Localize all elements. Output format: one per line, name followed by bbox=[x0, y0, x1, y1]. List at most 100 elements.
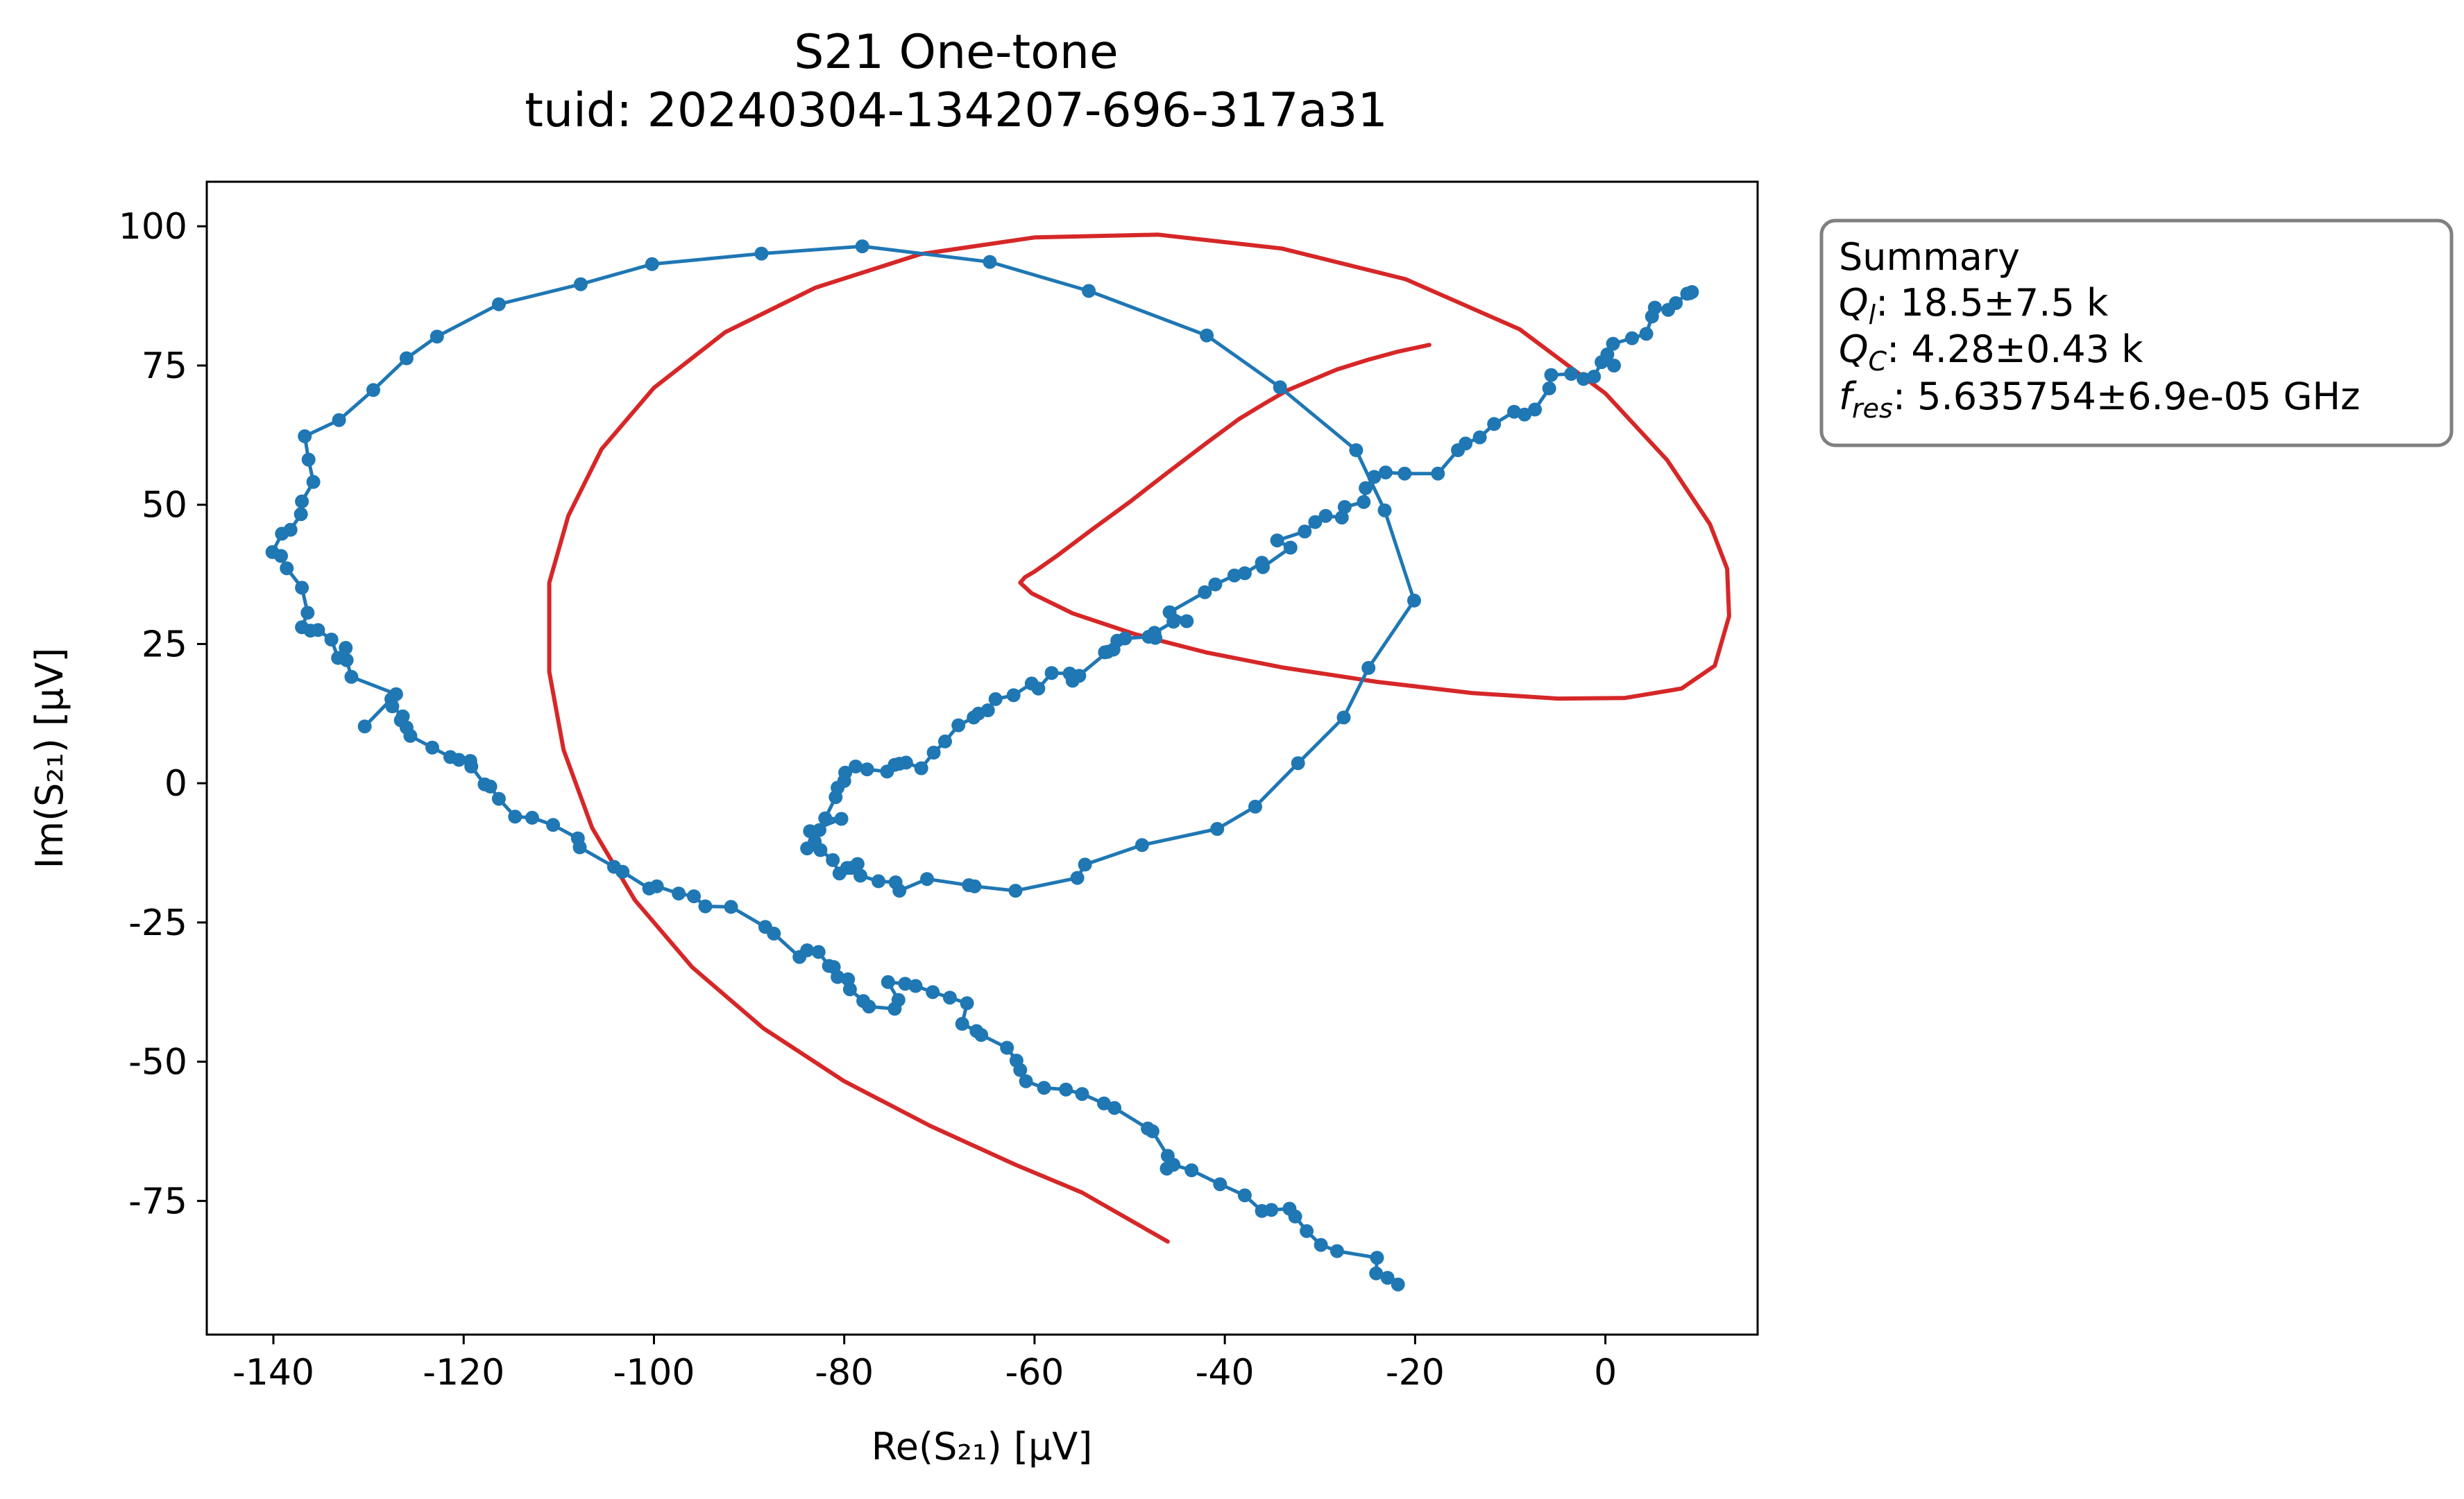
data-point bbox=[366, 383, 380, 397]
data-point bbox=[980, 703, 995, 717]
data-point bbox=[1459, 436, 1473, 451]
data-point bbox=[1180, 614, 1194, 628]
data-point bbox=[920, 872, 934, 886]
data-point bbox=[914, 761, 928, 776]
x-tick-label: -60 bbox=[1005, 1352, 1064, 1394]
data-point bbox=[1141, 1121, 1155, 1136]
data-point bbox=[808, 834, 822, 849]
data-point bbox=[872, 874, 885, 889]
y-tick-label: 75 bbox=[142, 345, 187, 387]
data-point bbox=[853, 868, 867, 883]
data-point bbox=[1407, 593, 1421, 608]
data-point bbox=[301, 452, 316, 467]
data-point bbox=[1255, 1204, 1269, 1218]
ql-symbol: Q bbox=[1839, 281, 1869, 325]
data-point bbox=[491, 297, 506, 311]
y-tick-label: 25 bbox=[142, 624, 187, 665]
data-point bbox=[838, 765, 853, 780]
data-point bbox=[1334, 511, 1349, 525]
data-point bbox=[938, 734, 952, 748]
data-point bbox=[1337, 499, 1352, 514]
data-point bbox=[1542, 381, 1556, 395]
data-point bbox=[960, 996, 974, 1011]
data-point bbox=[1107, 1101, 1122, 1115]
data-point bbox=[1308, 515, 1323, 529]
data-point bbox=[855, 239, 869, 254]
data-point bbox=[1606, 336, 1620, 351]
data-point bbox=[955, 1017, 969, 1031]
data-point bbox=[295, 494, 309, 508]
x-tick-label: -120 bbox=[423, 1352, 504, 1394]
data-point bbox=[1059, 1082, 1073, 1097]
chart-subtitle: tuid: 20240304-134207-696-317a31 bbox=[525, 83, 1387, 138]
data-point bbox=[881, 975, 895, 989]
data-point bbox=[849, 760, 863, 773]
data-point bbox=[841, 972, 856, 986]
data-point bbox=[1031, 681, 1046, 696]
data-point bbox=[525, 810, 539, 825]
data-point bbox=[1318, 508, 1333, 523]
data-point bbox=[425, 740, 439, 755]
ql-subscript: l bbox=[1869, 300, 1876, 330]
data-point bbox=[856, 994, 871, 1009]
data-point bbox=[1380, 1271, 1395, 1285]
data-point bbox=[1314, 1237, 1328, 1252]
fres-value: : 5.635754±6.9e-05 GHz bbox=[1893, 375, 2361, 418]
data-point bbox=[1359, 481, 1373, 495]
x-tick-label: -20 bbox=[1386, 1352, 1445, 1394]
data-point bbox=[546, 818, 561, 832]
data-point bbox=[1044, 666, 1059, 680]
data-point bbox=[888, 875, 903, 889]
data-point bbox=[1008, 884, 1023, 898]
data-point bbox=[818, 811, 833, 825]
data-point bbox=[1361, 660, 1376, 675]
qc-value: : 4.28±0.43 k bbox=[1887, 327, 2143, 371]
data-point bbox=[792, 950, 807, 964]
data-point bbox=[306, 474, 321, 489]
data-point bbox=[724, 900, 738, 914]
data-point bbox=[463, 754, 477, 768]
data-point bbox=[850, 857, 865, 871]
data-point bbox=[1647, 300, 1662, 315]
data-point bbox=[1329, 1244, 1344, 1258]
data-point bbox=[1135, 838, 1149, 853]
data-point bbox=[1256, 560, 1270, 574]
data-point bbox=[1208, 577, 1223, 592]
data-point bbox=[926, 985, 940, 1000]
data-point bbox=[1367, 470, 1382, 484]
data-point bbox=[826, 853, 840, 867]
data-point bbox=[339, 641, 353, 655]
data-point bbox=[758, 920, 772, 934]
data-point bbox=[1160, 1149, 1175, 1163]
data-point bbox=[1369, 1266, 1384, 1280]
x-tick-label: -80 bbox=[815, 1352, 874, 1394]
fit-curve bbox=[547, 232, 1731, 1244]
data-point bbox=[1472, 430, 1487, 445]
y-tick-label: -25 bbox=[128, 902, 187, 944]
data-point bbox=[983, 255, 997, 269]
data-point bbox=[606, 859, 621, 874]
data-point bbox=[1237, 1188, 1252, 1203]
fres-subscript: res bbox=[1852, 393, 1893, 424]
data-point bbox=[1213, 1177, 1227, 1192]
x-tick-label: -140 bbox=[232, 1352, 314, 1394]
data-series bbox=[265, 239, 1699, 1292]
data-point bbox=[1685, 285, 1699, 299]
y-axis-label: Im(S₂₁) [µV] bbox=[28, 648, 71, 869]
data-point bbox=[331, 651, 346, 665]
data-point bbox=[860, 762, 874, 777]
summary-qc: QC: 4.28±0.43 k bbox=[1839, 327, 2143, 377]
data-point bbox=[1082, 284, 1096, 298]
data-point bbox=[1075, 1087, 1089, 1102]
data-point bbox=[1544, 368, 1558, 382]
data-point bbox=[430, 329, 444, 344]
data-point bbox=[477, 777, 492, 791]
data-point bbox=[344, 669, 359, 684]
data-point bbox=[811, 945, 826, 959]
data-point bbox=[898, 977, 912, 991]
x-axis-ticks: -140 -120 -100 -80 -60 -40 -20 0 bbox=[232, 1335, 1617, 1394]
data-point bbox=[1270, 533, 1284, 548]
data-point bbox=[1298, 524, 1312, 539]
data-point bbox=[1391, 1277, 1405, 1292]
